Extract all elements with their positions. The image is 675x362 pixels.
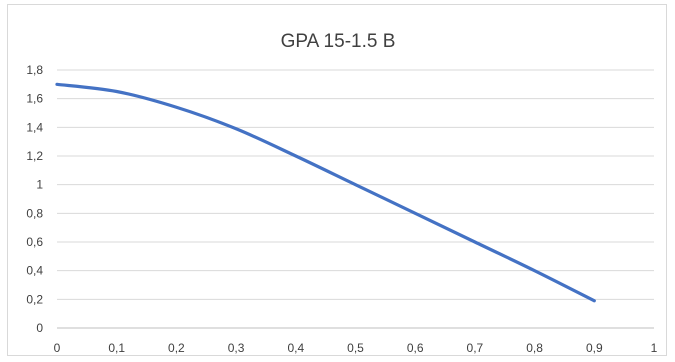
series-layer [55,82,596,303]
axis-layer: 0 0,2 0,4 0,6 0,8 1 1,2 1,4 1,6 1,8 0 0,1 0,2 0,3 0,4 0… [26,63,657,355]
x-tick-label: 0,8 [526,341,543,355]
grid-layer [57,69,654,329]
y-tick-label: 0 [36,321,43,335]
x-tick-label: 0,6 [407,341,424,355]
y-tick-label: 1,2 [26,149,43,163]
series-line-0 [55,82,596,303]
chart-title: GPA 15-1.5 B [281,31,396,52]
y-tick-label: 0,4 [26,264,43,278]
x-tick-label: 0,2 [168,341,185,355]
x-tick-label: 0,1 [108,341,125,355]
x-tick-label: 0,4 [287,341,304,355]
x-tick-label: 0,7 [467,341,484,355]
y-tick-label: 0,6 [26,235,43,249]
y-tick-label: 1,4 [26,120,43,134]
y-tick-label: 1 [36,178,43,192]
x-tick-label: 0,5 [347,341,364,355]
y-tick-label: 0,8 [26,206,43,220]
y-tick-label: 0,2 [26,292,43,306]
x-tick-label: 0,3 [228,341,245,355]
y-tick-label: 1,6 [26,92,43,106]
y-tick-label: 1,8 [26,63,43,77]
x-tick-label: 0,9 [586,341,603,355]
chart-frame [7,4,667,356]
x-tick-label: 0 [54,341,61,355]
x-tick-label: 1 [651,341,658,355]
